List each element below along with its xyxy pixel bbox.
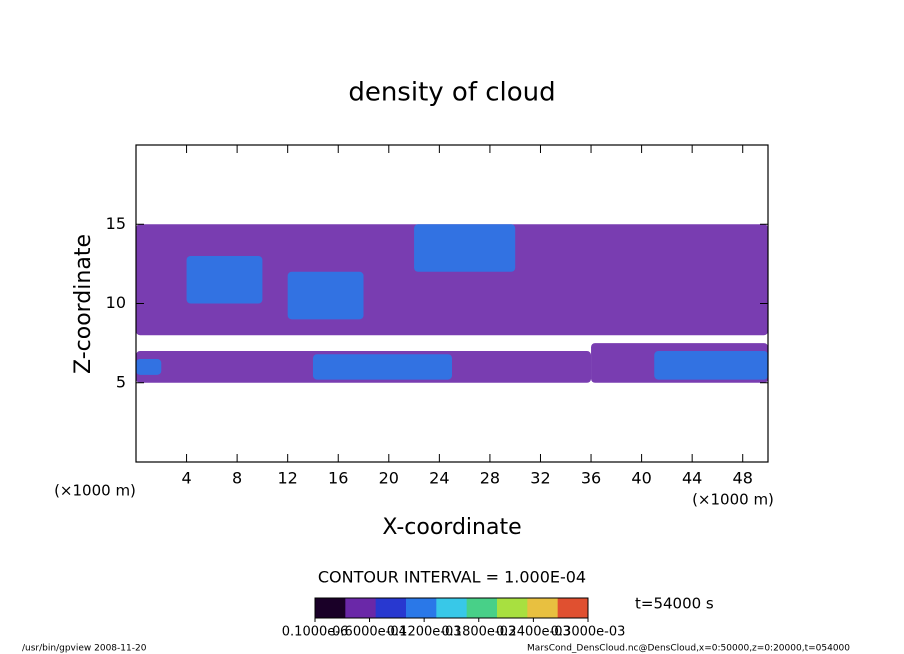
y-tick-label: 15 [106,214,126,233]
cloud-region [414,224,516,272]
colorbar-tick-label: 0.1800e-03 [441,625,516,640]
x-tick-label: 20 [379,469,399,488]
colorbar-tick-label: 0.1200e-03 [387,625,462,640]
x-tick-label: 32 [530,469,550,488]
x-tick-label: 8 [232,469,242,488]
cloud-region [186,255,263,304]
colorbar-swatch [406,598,437,618]
x-unit-label: (×1000 m) [692,491,774,509]
colorbar-swatch [497,598,528,618]
colorbar-swatch [436,598,468,618]
x-tick-label: 48 [733,469,753,488]
x-tick-label: 28 [480,469,500,488]
chart-title: density of cloud [348,78,555,108]
colorbar-tick-label: 0.3000e-03 [551,625,626,640]
colorbar-swatch [466,598,498,618]
colorbar-swatch [375,598,407,618]
x-tick-label: 24 [429,469,449,488]
footer-left: /usr/bin/gpview 2008-11-20 [22,644,147,654]
x-tick-label: 40 [631,469,651,488]
x-tick-label: 36 [581,469,601,488]
cloud-region [654,351,768,380]
contour-interval: CONTOUR INTERVAL = 1.000E-04 [318,568,586,587]
cloud-region [287,271,364,320]
y-tick-label: 5 [116,372,126,391]
x-tick-label: 44 [682,469,702,488]
x-tick-label: 16 [328,469,348,488]
x-tick-label: 4 [181,469,191,488]
colorbar-swatch [527,598,559,618]
colorbar-tick-label: 0.6000e-04 [332,625,407,640]
colorbar-swatch [345,598,377,618]
x-axis-label: X-coordinate [382,515,521,540]
cloud-region [312,354,452,380]
footer-right: MarsCond_DensCloud.nc@DensCloud,x=0:5000… [527,644,850,654]
colorbar-frame [314,597,589,619]
colorbar-swatch [557,598,589,618]
colorbar-tick-label: 0.1000e-6 [282,625,348,640]
colorbar-tick-label: 0.2400e-03 [496,625,571,640]
y-tick-label: 10 [106,293,126,312]
y-axis-label: Z-coordinate [71,234,96,374]
cloud-region [136,358,162,375]
time-label: t=54000 s [635,595,714,613]
colorbar-swatch [315,598,346,618]
x-unit-label: (×1000 m) [54,482,136,500]
x-tick-label: 12 [278,469,298,488]
